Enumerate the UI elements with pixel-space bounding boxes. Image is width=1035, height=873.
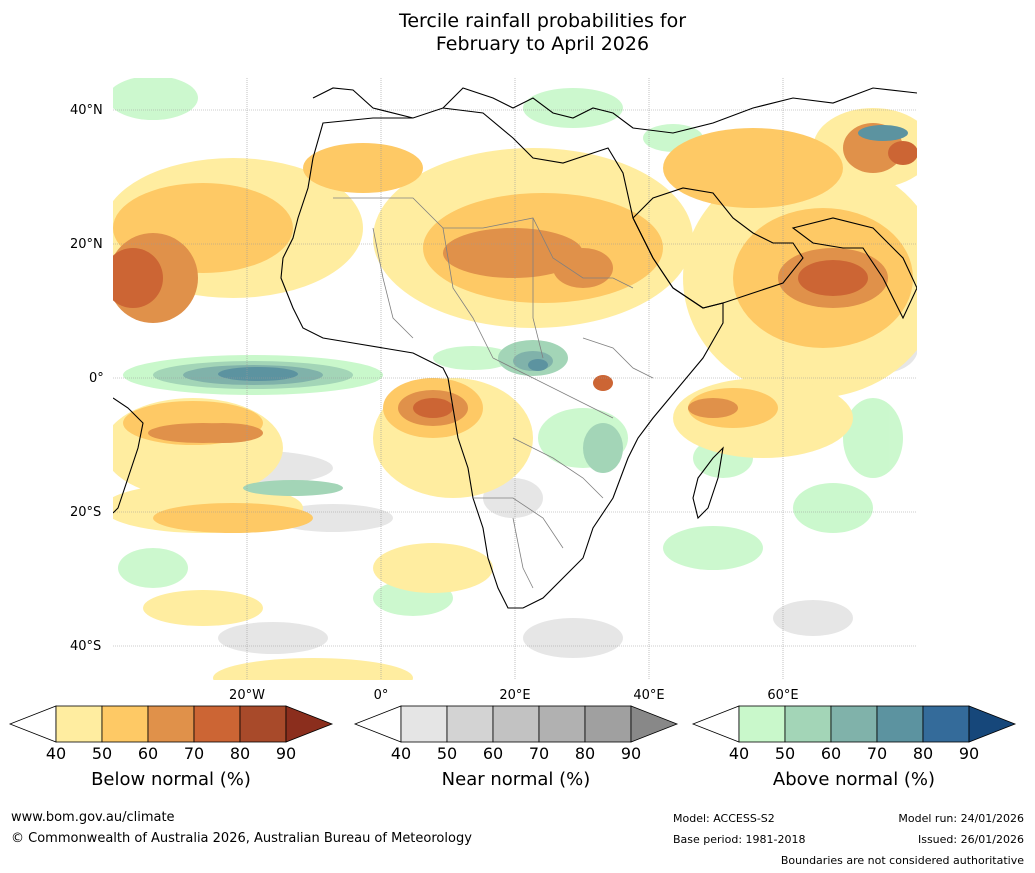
lat-label-40n: 40°N [70,103,103,118]
europe-coastline [312,87,917,134]
model-run: Model run: 24/01/2026 [898,812,1024,825]
tick: 80 [912,744,934,763]
lon-label-40e: 40°E [633,688,665,703]
colorbar-below-normal [8,705,334,743]
tick: 90 [620,744,642,763]
tick: 50 [436,744,458,763]
website-link[interactable]: www.bom.gov.au/climate [11,810,175,825]
tick: 60 [820,744,842,763]
africa-coastline [280,107,724,609]
lon-label-0: 0° [373,688,389,703]
swatch-above-max [968,705,1017,743]
map-canvas [113,78,917,680]
issued-date: Issued: 26/01/2026 [917,833,1024,846]
swatch-near-60 [446,705,494,743]
swatch-near-70 [492,705,540,743]
swatch-above-90 [922,705,970,743]
swatch-above-60 [784,705,832,743]
swatch-near-80 [538,705,586,743]
lat-label-eq: 0° [89,371,104,386]
lon-label-20e: 20°E [499,688,531,703]
tick: 50 [91,744,113,763]
swatch-above-50 [738,705,786,743]
arabia-coastline [632,187,804,309]
swatch-near-90 [584,705,632,743]
tick: 90 [275,744,297,763]
tick: 80 [574,744,596,763]
forecast-map [113,78,917,680]
lat-label-20s: 20°S [70,505,102,520]
lon-label-20w: 20°W [229,688,265,703]
graticule [113,78,917,680]
copyright-text: © Commonwealth of Australia 2026, Austra… [11,831,472,846]
swatch-above-70 [830,705,878,743]
colorbar-above-normal [691,705,1017,743]
probability-shading [113,78,917,680]
legend-title-near: Near normal (%) [441,769,591,790]
tick: 60 [137,744,159,763]
swatch-below-60 [101,705,149,743]
legend-above-normal: 40 50 60 70 80 90 Above normal (%) [691,705,1017,790]
madagascar-coastline [692,446,724,520]
swatch-below-80 [193,705,241,743]
swatch-below-70 [147,705,195,743]
lon-label-60e: 60°E [767,688,799,703]
lat-label-20n: 20°N [70,237,103,252]
legend-near-normal: 40 50 60 70 80 90 Near normal (%) [353,705,679,790]
swatch-below-90 [239,705,287,743]
colorbar-near-normal [353,705,679,743]
tick: 70 [528,744,550,763]
tick: 50 [774,744,796,763]
title-line-2: February to April 2026 [435,33,650,55]
lat-label-40s: 40°S [70,639,102,654]
chart-title: Tercile rainfall probabilities for Febru… [0,10,1035,56]
swatch-near-max [630,705,679,743]
boundaries-disclaimer: Boundaries are not considered authoritat… [780,854,1024,867]
model-name: Model: ACCESS-S2 [673,812,775,825]
tick: 40 [728,744,750,763]
legend-title-below: Below normal (%) [91,769,251,790]
country-borders [333,197,654,589]
south-america-coastline [113,397,144,514]
india-coastline [791,217,917,320]
tick: 40 [45,744,67,763]
swatch-near-50 [400,705,448,743]
legend-title-above: Above normal (%) [772,769,936,790]
swatch-above-80 [876,705,924,743]
tick: 90 [958,744,980,763]
base-period: Base period: 1981-2018 [673,833,806,846]
title-line-1: Tercile rainfall probabilities for [398,10,687,32]
tick: 70 [866,744,888,763]
tick: 80 [229,744,251,763]
legend-below-normal: 40 50 60 70 80 90 Below normal (%) [8,705,334,790]
swatch-below-50 [55,705,103,743]
tick: 70 [183,744,205,763]
swatch-below-max [285,705,334,743]
tick: 60 [482,744,504,763]
tick: 40 [390,744,412,763]
